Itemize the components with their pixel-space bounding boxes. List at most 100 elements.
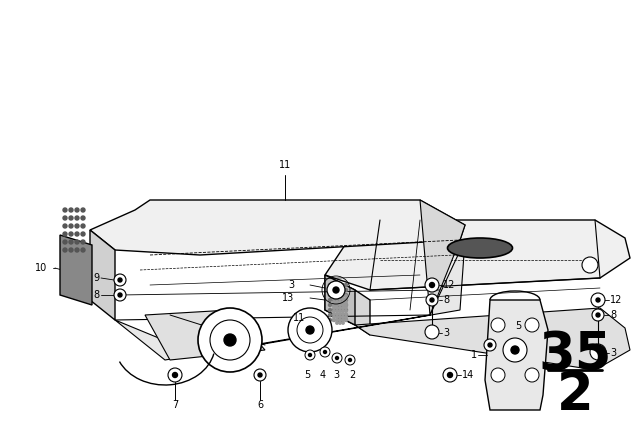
- Circle shape: [345, 355, 355, 365]
- Circle shape: [306, 326, 314, 334]
- Circle shape: [345, 319, 347, 321]
- Polygon shape: [325, 275, 355, 325]
- Circle shape: [333, 298, 335, 302]
- Circle shape: [333, 309, 335, 311]
- Circle shape: [336, 301, 338, 303]
- Circle shape: [297, 317, 323, 343]
- Circle shape: [488, 343, 492, 347]
- Circle shape: [344, 319, 348, 322]
- Circle shape: [344, 298, 348, 302]
- Circle shape: [336, 298, 338, 300]
- Circle shape: [339, 307, 341, 309]
- Text: 12: 12: [610, 295, 622, 305]
- Circle shape: [345, 295, 347, 297]
- Text: 13: 13: [282, 293, 294, 303]
- Circle shape: [333, 319, 335, 321]
- Circle shape: [258, 373, 262, 377]
- Circle shape: [336, 304, 338, 306]
- Circle shape: [430, 298, 434, 302]
- Circle shape: [503, 338, 527, 362]
- Circle shape: [75, 224, 79, 228]
- Circle shape: [342, 307, 344, 309]
- Circle shape: [333, 298, 335, 300]
- Circle shape: [63, 216, 67, 220]
- Circle shape: [69, 216, 73, 220]
- Circle shape: [344, 314, 348, 316]
- Circle shape: [339, 319, 341, 321]
- Circle shape: [333, 295, 335, 297]
- Circle shape: [342, 304, 344, 306]
- Circle shape: [339, 298, 341, 300]
- Circle shape: [336, 322, 338, 324]
- Circle shape: [596, 298, 600, 302]
- Circle shape: [75, 216, 79, 220]
- Circle shape: [75, 240, 79, 244]
- Text: 11: 11: [279, 160, 291, 170]
- Circle shape: [426, 294, 438, 306]
- Circle shape: [328, 303, 332, 306]
- Circle shape: [342, 310, 344, 312]
- Circle shape: [118, 293, 122, 297]
- Circle shape: [81, 224, 85, 228]
- Text: 6: 6: [257, 400, 263, 410]
- Circle shape: [345, 310, 347, 312]
- Circle shape: [328, 314, 332, 316]
- Circle shape: [592, 309, 604, 321]
- Circle shape: [69, 248, 73, 252]
- Circle shape: [328, 319, 332, 322]
- Circle shape: [308, 353, 312, 357]
- Circle shape: [337, 314, 339, 316]
- Text: 8: 8: [94, 290, 100, 300]
- Circle shape: [342, 316, 344, 318]
- Circle shape: [342, 292, 344, 294]
- Circle shape: [328, 298, 332, 302]
- Circle shape: [344, 289, 348, 292]
- Circle shape: [75, 208, 79, 212]
- Text: 8: 8: [610, 310, 616, 320]
- Text: 3: 3: [333, 370, 339, 380]
- Circle shape: [339, 310, 341, 312]
- Circle shape: [336, 316, 338, 318]
- Text: 35: 35: [538, 329, 612, 381]
- Circle shape: [342, 322, 344, 324]
- Circle shape: [336, 295, 338, 297]
- Circle shape: [484, 339, 496, 351]
- Circle shape: [344, 303, 348, 306]
- Circle shape: [525, 368, 539, 382]
- Circle shape: [327, 281, 345, 299]
- Circle shape: [344, 293, 348, 297]
- Text: 10: 10: [35, 263, 47, 273]
- Circle shape: [328, 289, 332, 292]
- Circle shape: [69, 240, 73, 244]
- Text: 5: 5: [515, 321, 521, 331]
- Circle shape: [328, 284, 332, 287]
- Circle shape: [345, 313, 347, 315]
- Circle shape: [342, 298, 344, 300]
- Circle shape: [596, 313, 600, 317]
- Circle shape: [342, 319, 344, 321]
- Circle shape: [337, 309, 339, 311]
- Circle shape: [337, 298, 339, 302]
- Circle shape: [210, 320, 250, 360]
- Polygon shape: [90, 230, 115, 320]
- Circle shape: [335, 357, 339, 359]
- Text: 2: 2: [349, 370, 355, 380]
- Circle shape: [339, 292, 341, 294]
- Text: 14: 14: [462, 370, 474, 380]
- Circle shape: [69, 208, 73, 212]
- Circle shape: [333, 307, 335, 309]
- Circle shape: [323, 350, 326, 353]
- Circle shape: [333, 314, 335, 316]
- Circle shape: [336, 292, 338, 294]
- Text: 1: 1: [471, 350, 477, 360]
- Circle shape: [344, 284, 348, 287]
- Circle shape: [425, 325, 439, 339]
- Circle shape: [447, 372, 452, 378]
- Circle shape: [333, 293, 335, 297]
- Circle shape: [173, 372, 177, 378]
- Circle shape: [63, 248, 67, 252]
- Circle shape: [345, 301, 347, 303]
- Circle shape: [425, 278, 439, 292]
- Circle shape: [254, 369, 266, 381]
- Circle shape: [333, 287, 339, 293]
